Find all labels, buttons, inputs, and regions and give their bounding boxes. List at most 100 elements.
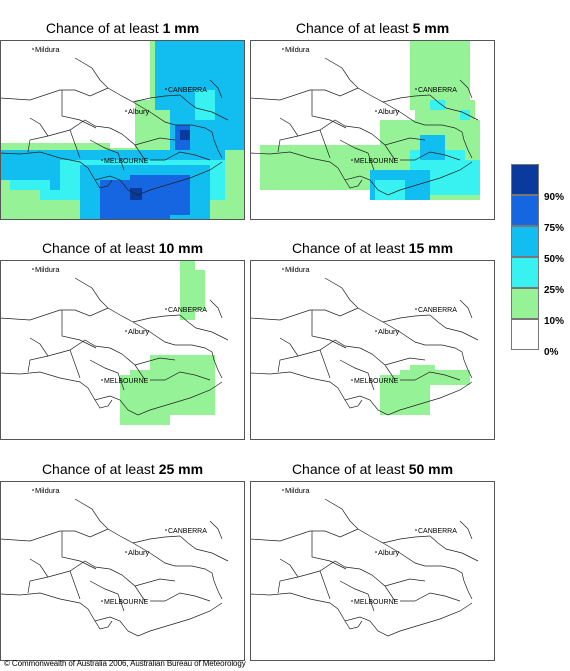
boundary-line	[319, 349, 331, 379]
boundary-line	[359, 127, 396, 161]
boundary-line	[150, 151, 211, 161]
boundary-line	[69, 570, 81, 600]
probability-cell	[190, 270, 205, 310]
boundary-line	[132, 314, 181, 323]
map-svg: Mildura CANBERRA Albury MELBOURNE	[0, 40, 245, 220]
probability-cell	[40, 190, 60, 200]
map-50mm: Mildura CANBERRA Albury MELBOURNE	[250, 481, 495, 661]
place-label-mildura: Mildura	[285, 486, 310, 495]
boundary-line	[74, 498, 223, 600]
boundary-line	[29, 558, 49, 578]
legend-swatch-90	[511, 164, 539, 195]
probability-cell	[130, 370, 150, 390]
boundary-line	[359, 568, 396, 602]
place-dot	[165, 529, 167, 531]
probability-cell	[460, 110, 470, 120]
probability-cell	[10, 180, 50, 190]
title-amount: 10 mm	[158, 240, 204, 256]
legend-label-90: 90%	[544, 192, 565, 203]
legend-swatch-0	[511, 319, 539, 350]
boundary-line	[89, 359, 125, 391]
title-prefix: Chance of at least	[291, 240, 409, 256]
title-amount: 5 mm	[412, 20, 450, 36]
legend-swatch-50	[511, 226, 539, 257]
boundary-line	[382, 314, 431, 323]
legend-label-50: 50%	[544, 254, 565, 265]
boundary-line	[344, 620, 363, 630]
legend-swatch-75	[511, 195, 539, 226]
boundary-line	[74, 57, 223, 159]
boundary-line	[29, 117, 49, 137]
boundary-line	[134, 578, 176, 587]
probability-cell	[135, 100, 155, 150]
legend-label-75: 75%	[544, 223, 565, 234]
place-label-albury: Albury	[128, 548, 150, 557]
place-label-mildura: Mildura	[35, 265, 60, 274]
boundary-line	[382, 94, 431, 103]
place-label-canberra: CANBERRA	[418, 87, 457, 94]
title-prefix: Chance of at least	[45, 20, 163, 36]
map-15mm: Mildura CANBERRA Albury MELBOURNE	[250, 260, 495, 440]
boundary-line	[150, 371, 211, 381]
place-dot	[165, 88, 167, 90]
place-dot	[101, 159, 103, 161]
place-label-melbourne: MELBOURNE	[104, 599, 149, 606]
title-prefix: Chance of at least	[41, 461, 159, 477]
boundary-line	[0, 151, 223, 196]
place-label-melbourne: MELBOURNE	[354, 599, 399, 606]
panel-title-15mm: Chance of at least 15 mm	[250, 240, 495, 256]
panel-title-50mm: Chance of at least 50 mm	[250, 461, 495, 477]
place-dot	[32, 489, 34, 491]
map-5mm: Mildura CANBERRA Albury MELBOURNE	[250, 40, 495, 220]
boundary-line	[339, 139, 375, 171]
place-dot	[125, 110, 127, 112]
place-dot	[415, 529, 417, 531]
boundary-line	[179, 94, 229, 121]
boundary-line	[459, 79, 473, 99]
probability-cell	[420, 135, 445, 160]
panel-title-1mm: Chance of at least 1 mm	[0, 20, 245, 36]
map-1mm: Mildura CANBERRA Albury MELBOURNE	[0, 40, 245, 220]
title-amount: 15 mm	[408, 240, 454, 256]
map-frame	[250, 40, 495, 220]
boundary-line	[359, 347, 396, 381]
map-svg: Mildura CANBERRA Albury MELBOURNE	[0, 481, 245, 661]
boundary-line	[134, 357, 176, 366]
boundary-line	[459, 520, 473, 540]
place-label-melbourne: MELBOURNE	[104, 158, 149, 165]
panel-title-25mm: Chance of at least 25 mm	[0, 461, 245, 477]
place-dot	[125, 330, 127, 332]
place-label-mildura: Mildura	[285, 265, 310, 274]
legend-label-10: 10%	[544, 316, 565, 327]
place-dot	[282, 489, 284, 491]
place-label-melbourne: MELBOURNE	[354, 158, 399, 165]
place-dot	[375, 110, 377, 112]
boundary-line	[279, 558, 299, 578]
boundary-line	[459, 299, 473, 319]
boundary-line	[94, 620, 113, 630]
boundary-line	[250, 307, 359, 321]
map-svg: Mildura CANBERRA Albury MELBOURNE	[250, 40, 495, 220]
boundary-line	[134, 137, 176, 146]
place-dot	[32, 48, 34, 50]
probability-cell	[410, 40, 470, 110]
place-label-canberra: CANBERRA	[168, 87, 207, 94]
boundary-line	[209, 79, 223, 99]
place-dot	[165, 308, 167, 310]
boundary-line	[400, 371, 461, 381]
boundary-line	[94, 179, 113, 189]
place-dot	[375, 330, 377, 332]
place-label-melbourne: MELBOURNE	[354, 378, 399, 385]
place-label-albury: Albury	[378, 107, 400, 116]
probability-cell	[180, 130, 190, 140]
title-prefix: Chance of at least	[41, 240, 159, 256]
boundary-line	[250, 371, 473, 416]
boundary-line	[339, 359, 375, 391]
boundary-line	[311, 531, 347, 570]
boundary-line	[61, 531, 97, 570]
boundary-line	[279, 117, 299, 137]
boundary-line	[209, 520, 223, 540]
map-frame	[0, 481, 245, 661]
place-dot	[351, 600, 353, 602]
boundary-line	[382, 535, 431, 544]
